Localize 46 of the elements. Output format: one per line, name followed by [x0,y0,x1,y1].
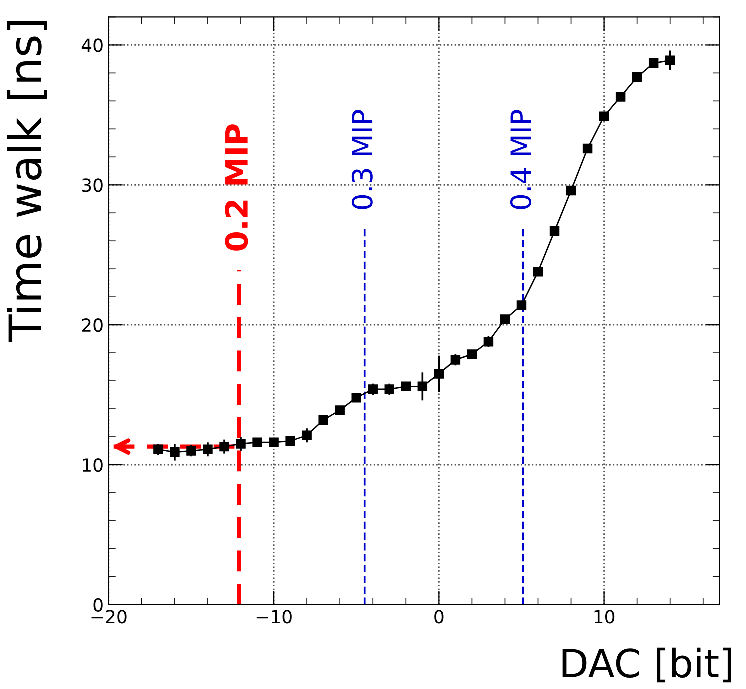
point [648,58,659,68]
point [203,444,213,454]
point [484,337,494,347]
point [450,355,461,365]
x-tick-label: 10 [594,610,615,624]
point [500,314,510,324]
y-tick-label: 40 [82,38,103,52]
point [550,226,560,236]
point [269,438,279,448]
point [318,415,328,426]
point [236,439,246,449]
y-tick-label: 30 [82,178,103,192]
point [186,446,196,456]
point [352,392,362,403]
point [252,438,262,448]
point [286,436,296,446]
point [368,384,378,394]
point [516,300,527,310]
x-tick-label: 0 [434,610,444,624]
x-tick-label: −10 [256,610,292,624]
point [418,382,428,392]
point [434,369,444,379]
y-tick-label: 0 [94,598,103,612]
y-tick-label: 10 [83,458,103,472]
point [302,430,312,440]
point [170,448,180,458]
point [467,350,478,360]
ref-line-label: 0.3 MIP [352,110,373,210]
y-axis-title: Time walk [ns] [7,21,48,342]
x-tick-label: −20 [92,610,127,624]
ref-line-label: 0.2 MIP [225,124,248,251]
point [401,382,412,392]
point [665,56,676,66]
point [582,144,593,154]
point [533,267,544,277]
point [599,112,610,122]
point [566,186,576,196]
point [154,444,164,454]
x-axis-title: DAC [bit] [562,648,732,683]
point [616,92,626,102]
point [335,406,345,416]
point [632,72,642,82]
point [384,384,394,394]
y-tick-label: 20 [82,318,103,332]
ref-line-label: 0.4 MIP [510,110,532,210]
point [220,442,230,452]
